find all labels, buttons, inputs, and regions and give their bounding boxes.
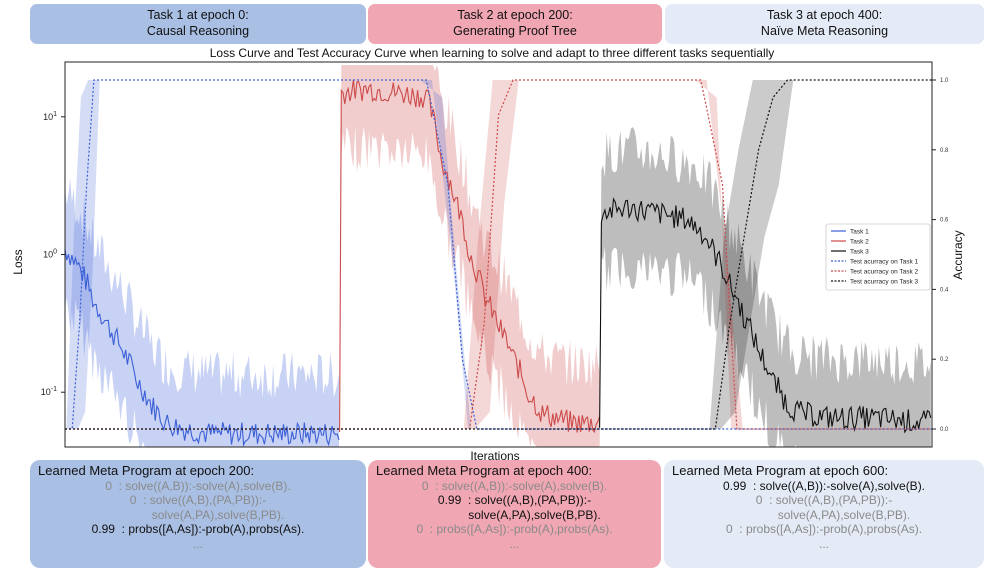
task1-label-box: Task 1 at epoch 0: Causal Reasoning <box>30 4 366 44</box>
y-tick-label: 101 <box>43 111 57 122</box>
legend-entry: Test acurracy on Task 1 <box>850 258 919 265</box>
program-line: 0 : solve((A,B)):-solve(A),solve(B). <box>421 478 608 493</box>
legend-entry: Task 1 <box>850 228 869 235</box>
program-line: 0 : solve((A,B)):-solve(A),solve(B). <box>105 478 291 493</box>
task2-line2: Generating Proof Tree <box>453 24 577 38</box>
program-line: 0 : solve((A,B),(PA,PB)):- <box>755 493 893 507</box>
program-line: solve(A,PA),solve(B,PB). <box>111 507 285 522</box>
program-line: solve(A,PA),solve(B,PB). <box>737 507 911 522</box>
x-axis-label: Iterations <box>470 449 519 460</box>
chart-title: Loss Curve and Test Accuracy Curve when … <box>209 46 775 60</box>
y2-axis-label: Accuracy <box>951 230 965 279</box>
loss-line-task-1 <box>64 248 340 448</box>
loss-band-2 <box>339 65 600 447</box>
y2-tick-label: 0.8 <box>940 148 949 154</box>
task3-label-box: Task 3 at epoch 400: Naïve Meta Reasonin… <box>665 4 984 44</box>
y2-tick-label: 0.0 <box>940 427 949 433</box>
program-line: solve(A,PA),solve(B,PB). <box>428 507 601 522</box>
y-axis-label: Loss <box>11 249 25 274</box>
program-line: 0 : solve((A,B),(PA,PB)):- <box>129 493 267 507</box>
program-line: 0.99 : solve((A,B)):-solve(A),solve(B). <box>722 478 926 493</box>
legend-entry: Task 2 <box>850 238 869 245</box>
program-title: Learned Meta Program at epoch 400: <box>376 463 593 478</box>
program-line: ... <box>509 536 520 551</box>
legend-entry: Test acurracy on Task 3 <box>850 278 919 285</box>
accuracy-line-task-1 <box>65 79 932 430</box>
accuracy-band-3 <box>59 80 938 429</box>
y2-tick-label: 1.0 <box>940 78 949 84</box>
chart-legend: Task 1 Task 2 Task 3 Test acurracy on Task … <box>825 223 931 291</box>
program-lines: 0 : solve((A,B)):-solve(A),solve(B). 0.99… <box>376 479 653 552</box>
program-line: ... <box>192 536 203 551</box>
loss-accuracy-chart: 101 100 10-1 1.0 0.8 0.6 0.4 0.2 0.0 Loss Accura… <box>11 61 965 460</box>
loss-line-task-3 <box>599 197 932 434</box>
task1-line2: Causal Reasoning <box>146 24 250 38</box>
axis-ticks: 101 100 10-1 1.0 0.8 0.6 0.4 0.2 0.0 <box>41 78 949 433</box>
program-lines: 0.99 : solve((A,B)):-solve(A),solve(B). 0… <box>672 479 976 552</box>
loss-band-1 <box>65 178 339 447</box>
task3-line1: Task 3 at epoch 400: <box>766 8 883 22</box>
program-line: 0.99 : solve((A,B),(PA,PB)):- <box>437 493 592 507</box>
task3-line2: Naïve Meta Reasoning <box>760 24 889 38</box>
y2-tick-label: 0.4 <box>940 287 949 293</box>
program-line: ... <box>818 536 829 551</box>
program-lines: 0 : solve((A,B)):-solve(A),solve(B). 0 : … <box>38 479 358 552</box>
task2-label-box: Task 2 at epoch 200: Generating Proof Tr… <box>368 4 662 44</box>
legend-frame <box>825 223 931 291</box>
y2-tick-label: 0.2 <box>940 357 949 363</box>
program-line: 0 : probs([A,As]):-prob(A),probs(As). <box>416 522 613 536</box>
series-layer <box>64 79 932 448</box>
y-tick-label: 10-1 <box>41 386 57 397</box>
program-line: 0 : probs([A,As]):-prob(A),probs(As). <box>725 522 923 536</box>
program-line: 0.99 : probs([A,As]):-prob(A),probs(As). <box>91 522 305 536</box>
loss-band-3 <box>599 127 931 447</box>
program-box-epoch-600: Learned Meta Program at epoch 600: 0.99 … <box>664 460 984 568</box>
program-title: Learned Meta Program at epoch 200: <box>38 463 255 478</box>
program-title: Learned Meta Program at epoch 600: <box>672 463 889 478</box>
task1-line1: Task 1 at epoch 0: <box>147 8 249 22</box>
program-box-epoch-200: Learned Meta Program at epoch 200: 0 : s… <box>30 460 366 568</box>
variance-bands <box>59 65 938 447</box>
y2-tick-label: 0.6 <box>940 218 949 224</box>
accuracy-line-task-3 <box>65 79 932 430</box>
legend-entry: Task 3 <box>850 248 869 255</box>
task2-line1: Task 2 at epoch 200: <box>457 8 573 22</box>
legend-entry: Test acurracy on Task 2 <box>850 268 919 275</box>
accuracy-band-2 <box>59 80 938 429</box>
program-box-epoch-400: Learned Meta Program at epoch 400: 0 : s… <box>368 460 661 568</box>
loss-line-task-2 <box>339 79 601 434</box>
y-tick-label: 100 <box>43 249 57 260</box>
